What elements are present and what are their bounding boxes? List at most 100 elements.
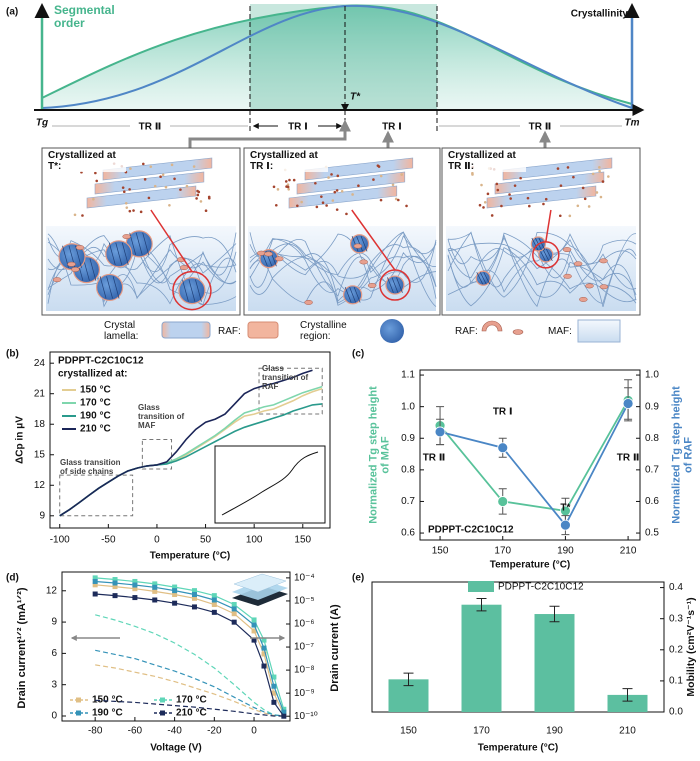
x-tick-label: 190	[557, 546, 574, 557]
hatch	[360, 235, 368, 252]
y-tick-label: 9	[39, 510, 45, 521]
y-tick-label: 0.5	[645, 528, 659, 539]
x-tick-label: 150	[294, 535, 311, 546]
hatch	[476, 272, 484, 285]
error-bar	[403, 672, 414, 687]
marker	[132, 578, 138, 584]
x-tick-label: 170	[494, 546, 511, 557]
y2-axis-label: Drain current (A)	[328, 604, 341, 692]
monomer	[483, 201, 487, 204]
monomer	[345, 212, 348, 216]
hatch	[75, 245, 82, 268]
monomer	[335, 208, 339, 211]
y-tick-label: 15	[34, 449, 46, 460]
plot-frame	[61, 571, 291, 722]
lamella	[86, 185, 197, 209]
chain	[249, 244, 437, 304]
x-tick-label: -50	[101, 535, 116, 546]
x-axis-label: Voltage (V)	[150, 743, 201, 754]
marker	[191, 588, 197, 594]
hatch	[182, 279, 189, 302]
marker	[152, 581, 158, 587]
legend-label: 170 °C	[176, 695, 207, 706]
raf	[71, 267, 80, 272]
legend-label: 150 °C	[92, 695, 123, 706]
raf	[122, 234, 131, 240]
y-tick-label: 0.9	[401, 433, 415, 444]
hatch	[89, 258, 97, 281]
lamella	[296, 171, 406, 195]
region-bg	[372, 120, 412, 133]
monomer	[331, 199, 335, 202]
monomer	[379, 198, 383, 202]
hatch	[479, 272, 487, 285]
monomer	[379, 174, 383, 178]
y-tick-label: 0.8	[645, 433, 659, 444]
marker	[132, 586, 138, 592]
marker	[152, 584, 158, 590]
point-label: TR Ⅱ	[617, 453, 640, 464]
monomer	[196, 193, 200, 197]
hatch	[545, 248, 553, 261]
chain	[447, 239, 637, 270]
y-tick-label: 3	[51, 679, 57, 690]
monomer	[149, 165, 153, 168]
title: PDPPT-C2C10C12	[58, 356, 144, 367]
panel-label: (e)	[352, 573, 364, 584]
monomer	[161, 173, 165, 177]
marker	[152, 597, 158, 603]
sqrt-line	[95, 699, 284, 717]
monomer	[566, 166, 570, 169]
connector	[188, 119, 351, 148]
monomer	[325, 204, 328, 207]
legend-label: 210 °C	[176, 708, 207, 719]
data-point	[622, 398, 634, 409]
monomer	[335, 189, 339, 192]
panel-label: (c)	[352, 349, 364, 360]
monomer	[490, 214, 494, 217]
marker	[251, 617, 257, 623]
monomer	[513, 184, 517, 187]
panel-label: (d)	[6, 573, 19, 584]
region-bg	[520, 120, 560, 133]
hatch	[115, 242, 123, 265]
monomer	[542, 202, 545, 206]
monomer	[607, 175, 610, 178]
y-tick-label: 0	[51, 711, 57, 722]
hatch	[349, 287, 356, 303]
monomer	[285, 185, 288, 188]
legend-label: 190 °C	[80, 411, 111, 422]
monomer	[478, 203, 482, 207]
monomer	[286, 183, 290, 186]
point-label: TR Ⅱ	[423, 453, 446, 464]
marker	[172, 588, 178, 594]
y-tick-label: 12	[46, 585, 58, 596]
y-tick-label: 10⁻⁹	[294, 688, 315, 699]
raf	[573, 261, 583, 267]
monomer	[357, 184, 360, 188]
chain	[249, 238, 437, 299]
monomer	[544, 197, 548, 201]
box-title: Crystallized at TR Ⅰ:	[250, 150, 328, 173]
monomer	[405, 204, 408, 208]
y-tick-label: 0.7	[401, 496, 415, 507]
marker	[211, 597, 217, 603]
monomer	[185, 184, 189, 188]
x-axis-label: Temperature (°C)	[150, 551, 231, 562]
monomer	[394, 197, 398, 201]
marker	[271, 690, 277, 696]
monomer	[496, 188, 500, 192]
monomer	[197, 190, 201, 194]
box-title: Crystallized at T*:	[48, 150, 126, 173]
point-label: T*	[560, 503, 570, 514]
x-tick-label: 150	[400, 726, 417, 737]
marker	[191, 595, 197, 601]
monomer	[287, 188, 290, 191]
y-tick-label: 10⁻⁸	[294, 665, 315, 676]
marker	[281, 709, 287, 715]
marker	[231, 602, 237, 608]
hatch	[142, 232, 150, 255]
hatch	[483, 272, 491, 285]
y-tick-label: 6	[51, 648, 57, 659]
monomer	[272, 185, 276, 189]
